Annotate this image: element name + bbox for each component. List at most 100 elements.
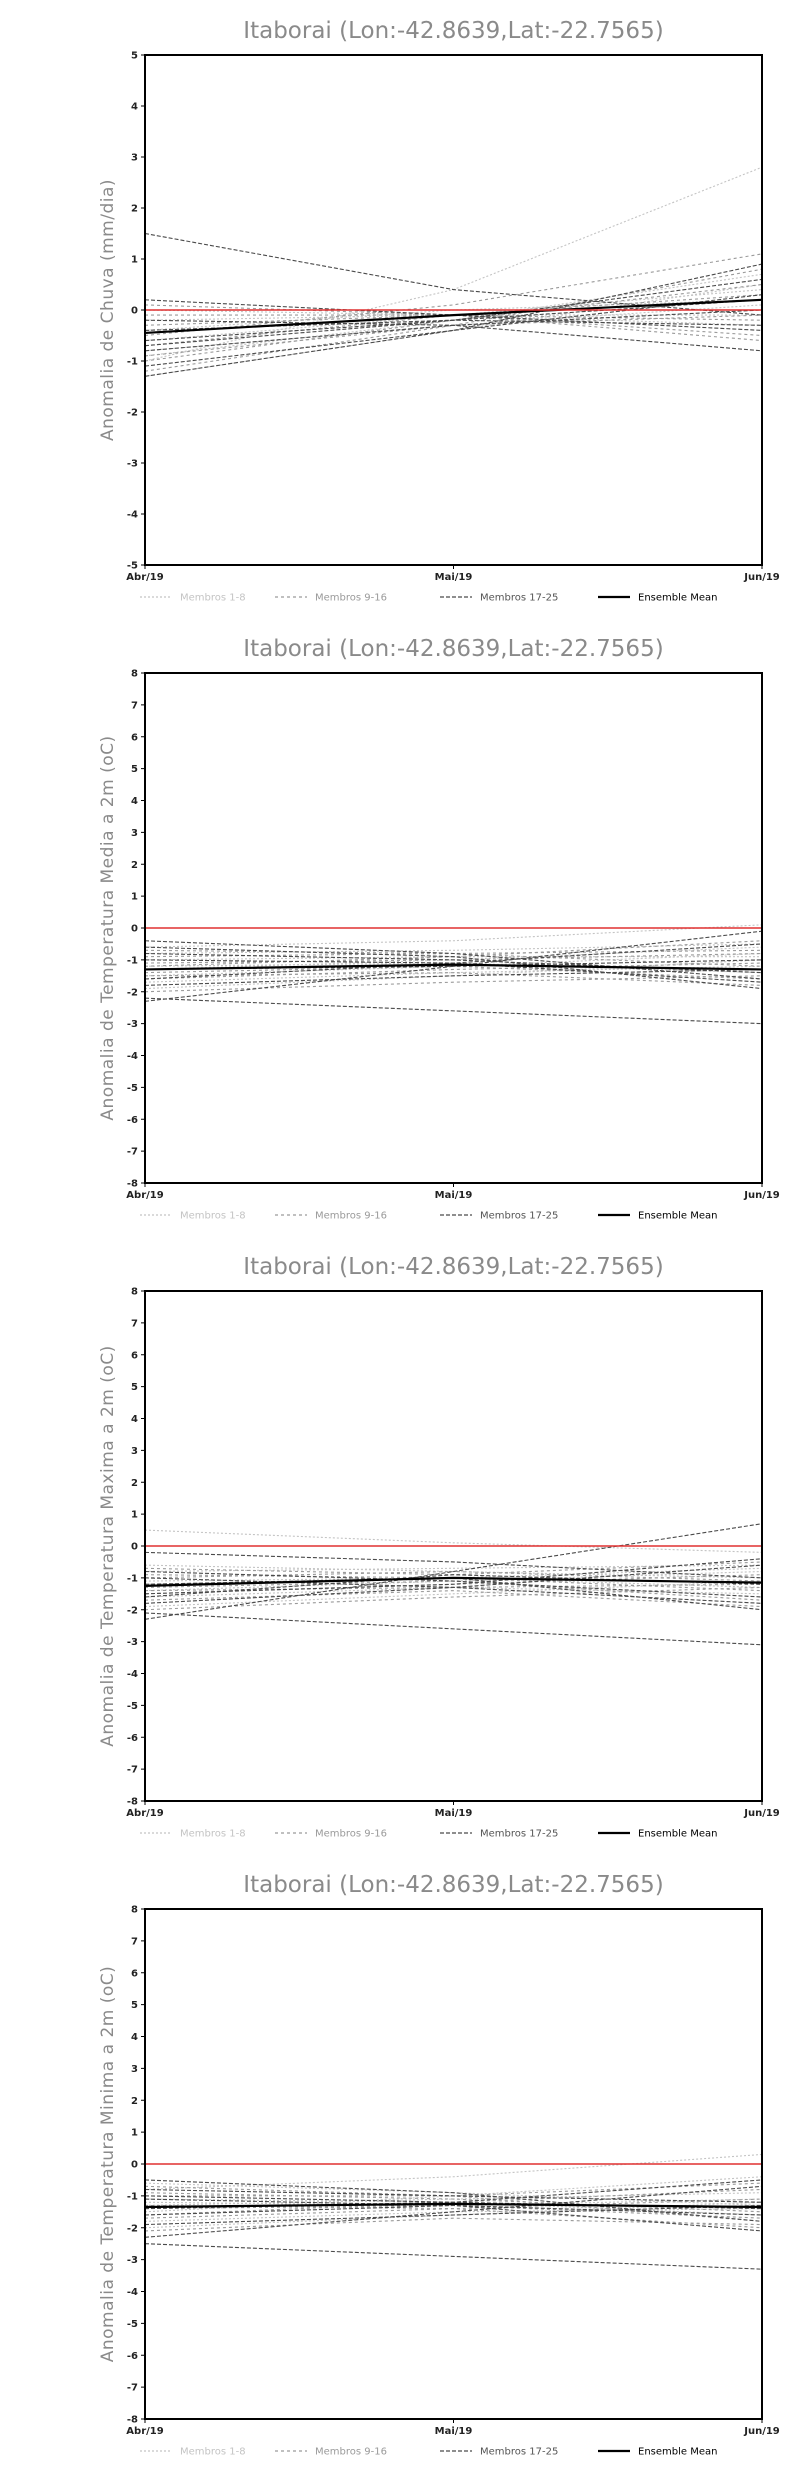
y-tick-label: -1 (127, 955, 138, 966)
legend-item: Ensemble Mean (598, 2447, 717, 2458)
member-line-7 (144, 309, 763, 326)
member-line-9 (144, 268, 763, 372)
legend-label: Membros 9-16 (315, 593, 387, 604)
ensemble-mean-line (144, 2202, 763, 2209)
legend-item: Membros 1-8 (140, 593, 246, 604)
y-tick-label: 7 (131, 700, 138, 711)
legend-label: Membros 1-8 (180, 593, 246, 604)
legend-label: Membros 1-8 (180, 1211, 246, 1222)
y-tick-label: 2 (131, 2096, 138, 2107)
legend-item: Membros 17-25 (440, 2447, 558, 2458)
y-tick-label: 3 (131, 1446, 138, 1457)
member-line-2 (144, 166, 763, 362)
member-line-15 (144, 972, 763, 986)
member-line-2 (144, 2153, 763, 2191)
y-tick-label: 5 (131, 2000, 138, 2011)
y-tick-label: 1 (131, 255, 138, 266)
chart-title: Itaborai (Lon:-42.8639,Lat:-22.7565) (243, 636, 663, 662)
y-tick-label: -7 (127, 1147, 138, 1158)
y-tick-label: 7 (131, 1936, 138, 1947)
legend-label: Membros 17-25 (480, 2447, 558, 2458)
member-line-21 (144, 968, 763, 986)
y-tick-label: 4 (131, 2032, 138, 2043)
legend-label: Membros 1-8 (180, 1829, 246, 1840)
member-line-17 (144, 930, 763, 1002)
chart-title: Itaborai (Lon:-42.8639,Lat:-22.7565) (243, 18, 663, 44)
y-tick-label: 1 (131, 892, 138, 903)
y-tick-label: -4 (127, 510, 138, 521)
member-line-17 (144, 2243, 763, 2270)
x-tick-label: Abr/19 (126, 1808, 163, 1819)
member-line-16 (144, 314, 763, 357)
member-line-18 (144, 1551, 763, 1579)
legend-label: Membros 17-25 (480, 593, 558, 604)
member-line-1 (144, 1529, 763, 1553)
y-tick-label: 4 (131, 1414, 138, 1425)
y-tick-label: -5 (127, 1083, 138, 1094)
member-line-18 (144, 940, 763, 980)
y-tick-label: 0 (131, 2160, 138, 2171)
y-tick-label: 4 (131, 102, 138, 113)
y-tick-label: 8 (131, 1287, 138, 1298)
legend-label: Membros 9-16 (315, 1211, 387, 1222)
y-tick-label: 5 (131, 51, 138, 62)
y-tick-label: -3 (127, 1637, 138, 1648)
y-tick-label: -1 (127, 1573, 138, 1584)
legend-item: Membros 17-25 (440, 1211, 558, 1222)
member-line-19 (144, 294, 763, 367)
plot-frame (144, 1290, 763, 1802)
y-tick-label: -4 (127, 1669, 138, 1680)
member-line-24 (144, 1577, 763, 1604)
y-tick-label: 0 (131, 924, 138, 935)
y-tick-label: 3 (131, 2064, 138, 2075)
y-tick-label: -3 (127, 2255, 138, 2266)
y-tick-label: 0 (131, 1542, 138, 1553)
y-tick-label: 6 (131, 1350, 138, 1361)
legend-item: Membros 1-8 (140, 1829, 246, 1840)
chart-panel-4: Itaborai (Lon:-42.8639,Lat:-22.7565) Anom… (0, 1854, 800, 2472)
x-tick-label: Mai/19 (435, 2426, 473, 2437)
legend-item: Membros 1-8 (140, 2447, 246, 2458)
member-line-25 (144, 299, 763, 347)
x-tick-label: Jun/19 (743, 1808, 780, 1819)
ensemble-mean-line (144, 298, 763, 335)
ensemble-mean-line (144, 963, 763, 971)
x-tick-label: Mai/19 (435, 572, 473, 583)
y-tick-label: -3 (127, 1019, 138, 1030)
y-tick-label: 8 (131, 669, 138, 680)
member-line-25 (144, 952, 763, 974)
x-tick-label: Abr/19 (126, 1190, 163, 1201)
chart-svg: Itaborai (Lon:-42.8639,Lat:-22.7565) Anom… (98, 636, 780, 1222)
legend-label: Ensemble Mean (638, 2447, 717, 2458)
member-line-10 (144, 2192, 763, 2213)
y-tick-label: 3 (131, 828, 138, 839)
y-tick-label: -5 (127, 1701, 138, 1712)
y-tick-label: 2 (131, 1478, 138, 1489)
chart-panel-3: Itaborai (Lon:-42.8639,Lat:-22.7565) Anom… (0, 1236, 800, 1854)
legend-item: Ensemble Mean (598, 1211, 717, 1222)
plot-frame (144, 672, 763, 1184)
chart-title: Itaborai (Lon:-42.8639,Lat:-22.7565) (243, 1872, 663, 1898)
member-line-11 (144, 1586, 763, 1611)
legend-item: Ensemble Mean (598, 1829, 717, 1840)
y-tick-label: -6 (127, 2351, 138, 2362)
member-line-23 (144, 319, 763, 352)
y-tick-label: -7 (127, 1765, 138, 1776)
x-tick-label: Jun/19 (743, 2426, 780, 2437)
member-line-22 (144, 1570, 763, 1598)
member-line-24 (144, 943, 763, 980)
y-tick-label: -6 (127, 1733, 138, 1744)
legend-label: Ensemble Mean (638, 1211, 717, 1222)
y-tick-label: 5 (131, 1382, 138, 1393)
legend-label: Membros 9-16 (315, 2447, 387, 2458)
member-line-10 (144, 283, 763, 362)
legend-label: Membros 17-25 (480, 1829, 558, 1840)
legend-item: Ensemble Mean (598, 593, 717, 604)
plot-frame (144, 1908, 763, 2420)
y-tick-label: -2 (127, 987, 138, 998)
y-axis-label: Anomalia de Temperatura Maxima a 2m (oC) (98, 1345, 118, 1747)
member-line-19 (144, 997, 763, 1025)
legend-item: Membros 17-25 (440, 593, 558, 604)
y-tick-label: -2 (127, 2223, 138, 2234)
legend-label: Membros 1-8 (180, 2447, 246, 2458)
